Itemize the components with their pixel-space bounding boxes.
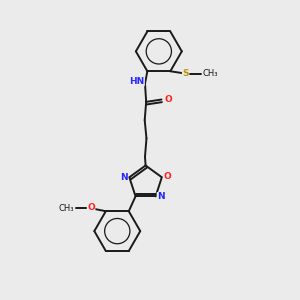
Text: O: O — [87, 203, 95, 212]
Text: CH₃: CH₃ — [58, 204, 74, 213]
Text: HN: HN — [129, 77, 144, 86]
Text: N: N — [157, 193, 165, 202]
Text: CH₃: CH₃ — [202, 69, 218, 78]
Text: S: S — [182, 69, 189, 78]
Text: N: N — [120, 173, 128, 182]
Text: O: O — [164, 95, 172, 104]
Text: O: O — [163, 172, 171, 181]
